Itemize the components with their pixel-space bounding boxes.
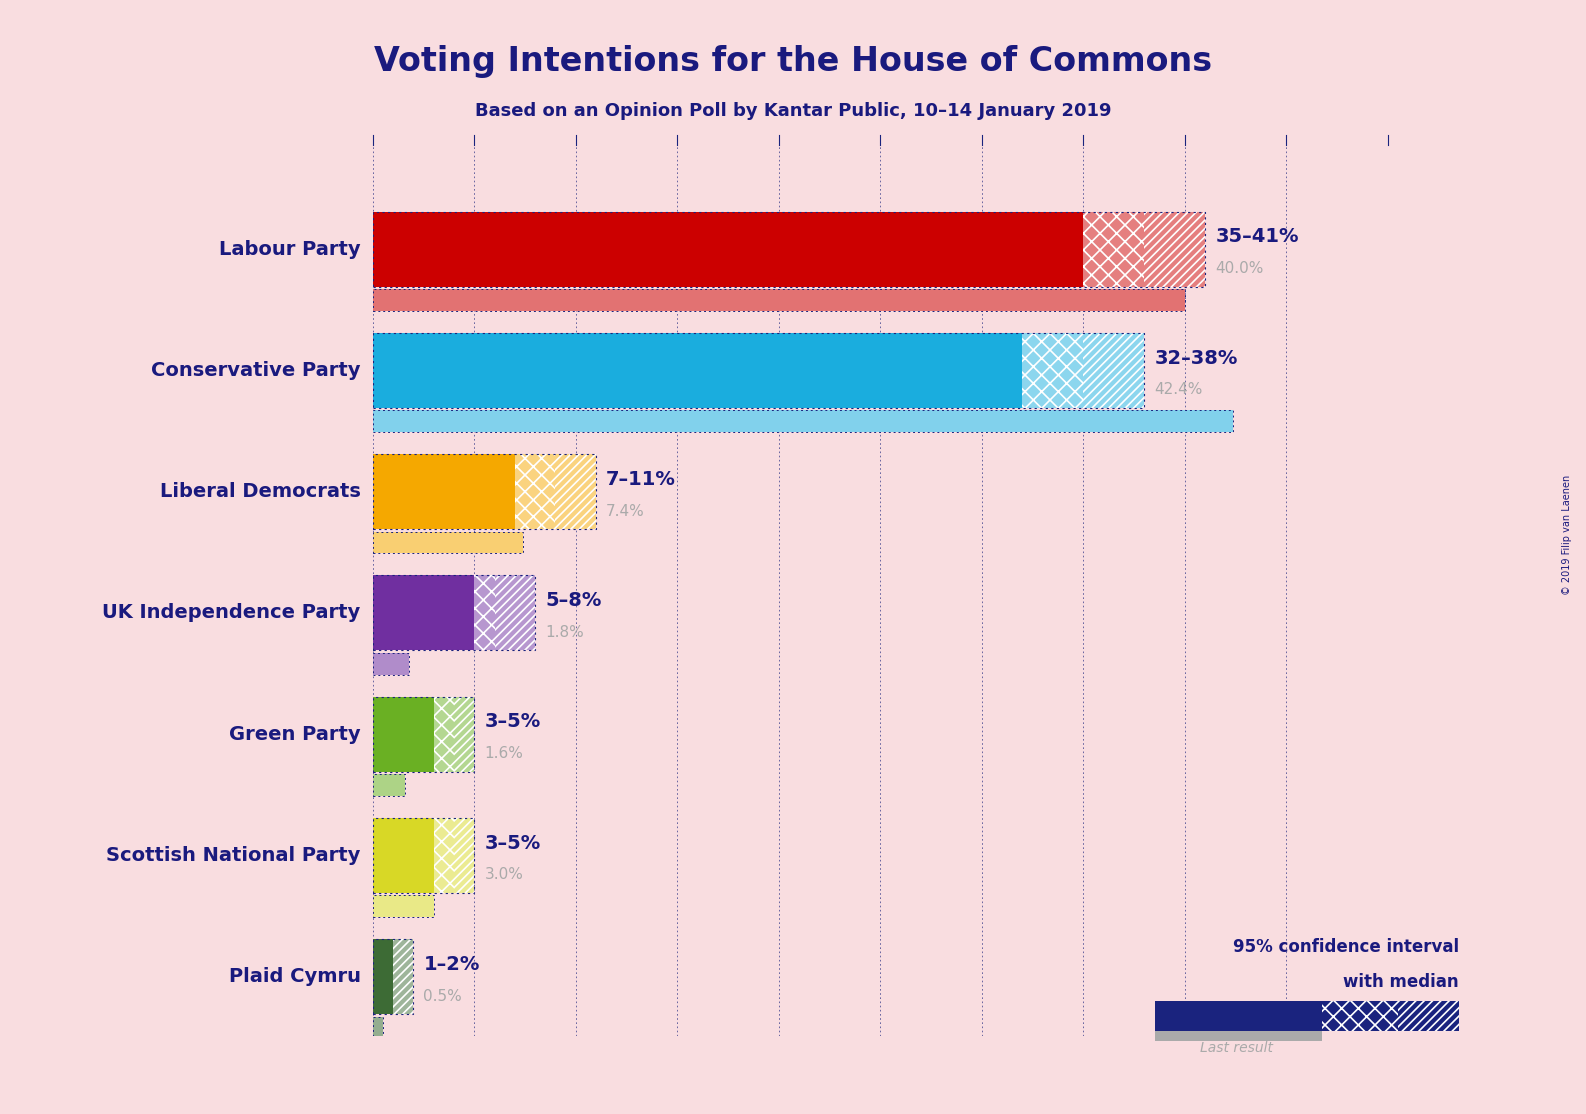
Bar: [373, 290, 1185, 311]
Text: 0.5%: 0.5%: [423, 988, 462, 1004]
Bar: [373, 939, 414, 1014]
Bar: [1083, 333, 1144, 408]
Text: Green Party: Green Party: [228, 724, 360, 744]
Bar: [1399, 1001, 1459, 1030]
Text: 7.4%: 7.4%: [606, 504, 646, 518]
Text: Labour Party: Labour Party: [219, 240, 360, 258]
Bar: [373, 410, 1234, 432]
Bar: [373, 531, 523, 554]
Bar: [454, 696, 474, 772]
Bar: [373, 333, 1144, 408]
Bar: [373, 290, 1185, 311]
Bar: [373, 212, 1083, 286]
Text: 5–8%: 5–8%: [546, 592, 601, 610]
Text: Plaid Cymru: Plaid Cymru: [228, 967, 360, 986]
Bar: [373, 896, 433, 917]
Bar: [373, 410, 1234, 432]
Text: 3–5%: 3–5%: [484, 833, 541, 852]
Bar: [1023, 333, 1083, 408]
Bar: [373, 1017, 382, 1038]
Bar: [373, 696, 433, 772]
Bar: [373, 818, 474, 893]
Bar: [555, 455, 596, 529]
Bar: [373, 896, 433, 917]
Bar: [433, 696, 454, 772]
Text: with median: with median: [1343, 974, 1459, 991]
Bar: [373, 653, 409, 675]
Bar: [515, 455, 555, 529]
Text: 3–5%: 3–5%: [484, 713, 541, 732]
Text: Liberal Democrats: Liberal Democrats: [160, 482, 360, 501]
Bar: [495, 575, 534, 651]
Text: 7–11%: 7–11%: [606, 470, 676, 489]
Bar: [454, 818, 474, 893]
Text: 95% confidence interval: 95% confidence interval: [1232, 938, 1459, 957]
Bar: [474, 575, 495, 651]
Text: Scottish National Party: Scottish National Party: [106, 846, 360, 864]
Text: 35–41%: 35–41%: [1215, 227, 1299, 246]
Bar: [373, 212, 1205, 286]
Bar: [373, 455, 596, 529]
Bar: [393, 939, 414, 1014]
Text: 1–2%: 1–2%: [423, 955, 481, 974]
Bar: [373, 333, 1023, 408]
Bar: [1155, 1030, 1323, 1042]
Text: Conservative Party: Conservative Party: [151, 361, 360, 380]
Bar: [373, 531, 523, 554]
Bar: [1323, 1001, 1399, 1030]
Bar: [373, 939, 393, 1014]
Bar: [373, 818, 433, 893]
Bar: [373, 1017, 382, 1038]
Bar: [373, 575, 474, 651]
Text: 42.4%: 42.4%: [1155, 382, 1202, 398]
Text: UK Independence Party: UK Independence Party: [102, 604, 360, 623]
Bar: [373, 774, 404, 795]
Text: Based on an Opinion Poll by Kantar Public, 10–14 January 2019: Based on an Opinion Poll by Kantar Publi…: [474, 102, 1112, 120]
Text: Last result: Last result: [1201, 1040, 1274, 1055]
Bar: [373, 575, 534, 651]
Bar: [373, 696, 474, 772]
Text: 32–38%: 32–38%: [1155, 349, 1237, 368]
Bar: [373, 653, 409, 675]
Bar: [433, 818, 454, 893]
Bar: [1155, 1001, 1323, 1030]
Text: 3.0%: 3.0%: [484, 868, 523, 882]
Text: 1.6%: 1.6%: [484, 746, 523, 761]
Text: Voting Intentions for the House of Commons: Voting Intentions for the House of Commo…: [374, 45, 1212, 78]
Bar: [1144, 212, 1205, 286]
Text: 1.8%: 1.8%: [546, 625, 584, 639]
Text: © 2019 Filip van Laenen: © 2019 Filip van Laenen: [1562, 475, 1572, 595]
Bar: [373, 774, 404, 795]
Text: 40.0%: 40.0%: [1215, 261, 1264, 276]
Bar: [1083, 212, 1144, 286]
Bar: [373, 455, 515, 529]
